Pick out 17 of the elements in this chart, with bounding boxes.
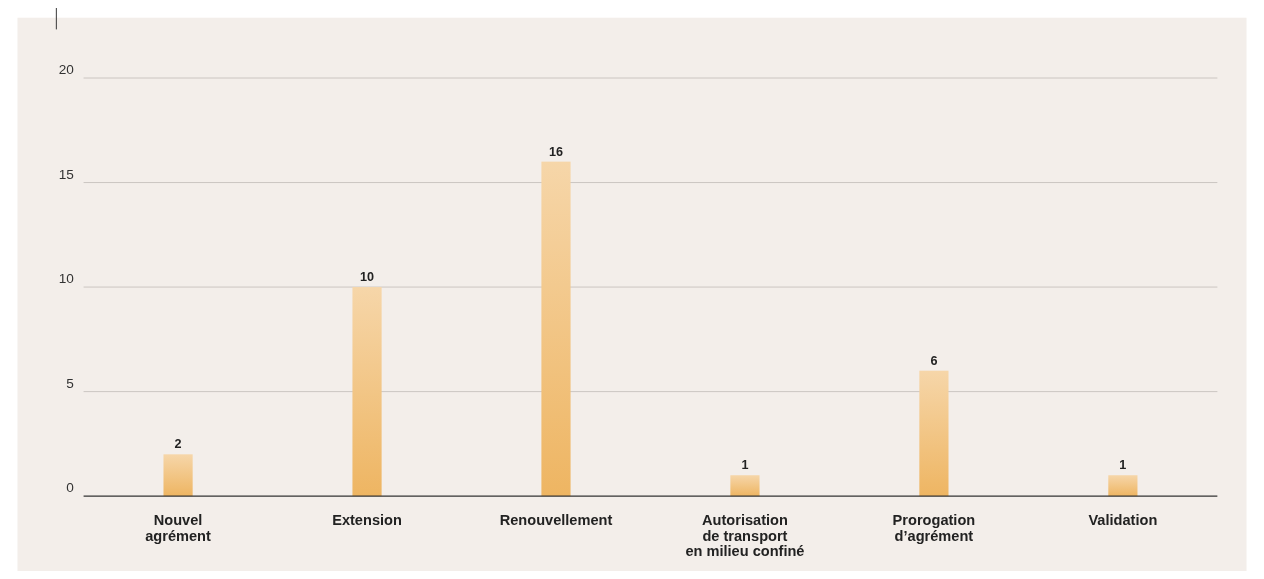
y-tick-label: 15 xyxy=(58,166,74,182)
y-tick-label: 10 xyxy=(58,271,75,287)
data-label: 1 xyxy=(741,458,749,473)
x-tick-label: Extension xyxy=(332,512,402,529)
data-label: 10 xyxy=(360,270,375,285)
x-tick-label: Autorisation de transport en milieu confiné xyxy=(685,512,805,560)
data-label: 2 xyxy=(174,437,182,452)
data-label: 16 xyxy=(548,144,564,159)
x-tick-label: Renouvellement xyxy=(499,512,613,529)
x-tick-label: Nouvel agrément xyxy=(145,512,212,544)
y-tick-label: 0 xyxy=(66,480,75,496)
data-label: 1 xyxy=(1119,458,1127,473)
x-tick-label: Validation xyxy=(1088,512,1158,529)
data-label: 6 xyxy=(930,353,938,368)
y-tick-label: 5 xyxy=(66,375,74,391)
y-tick-label: 20 xyxy=(58,62,75,78)
x-tick-label: Prorogation d’agrément xyxy=(892,512,976,544)
